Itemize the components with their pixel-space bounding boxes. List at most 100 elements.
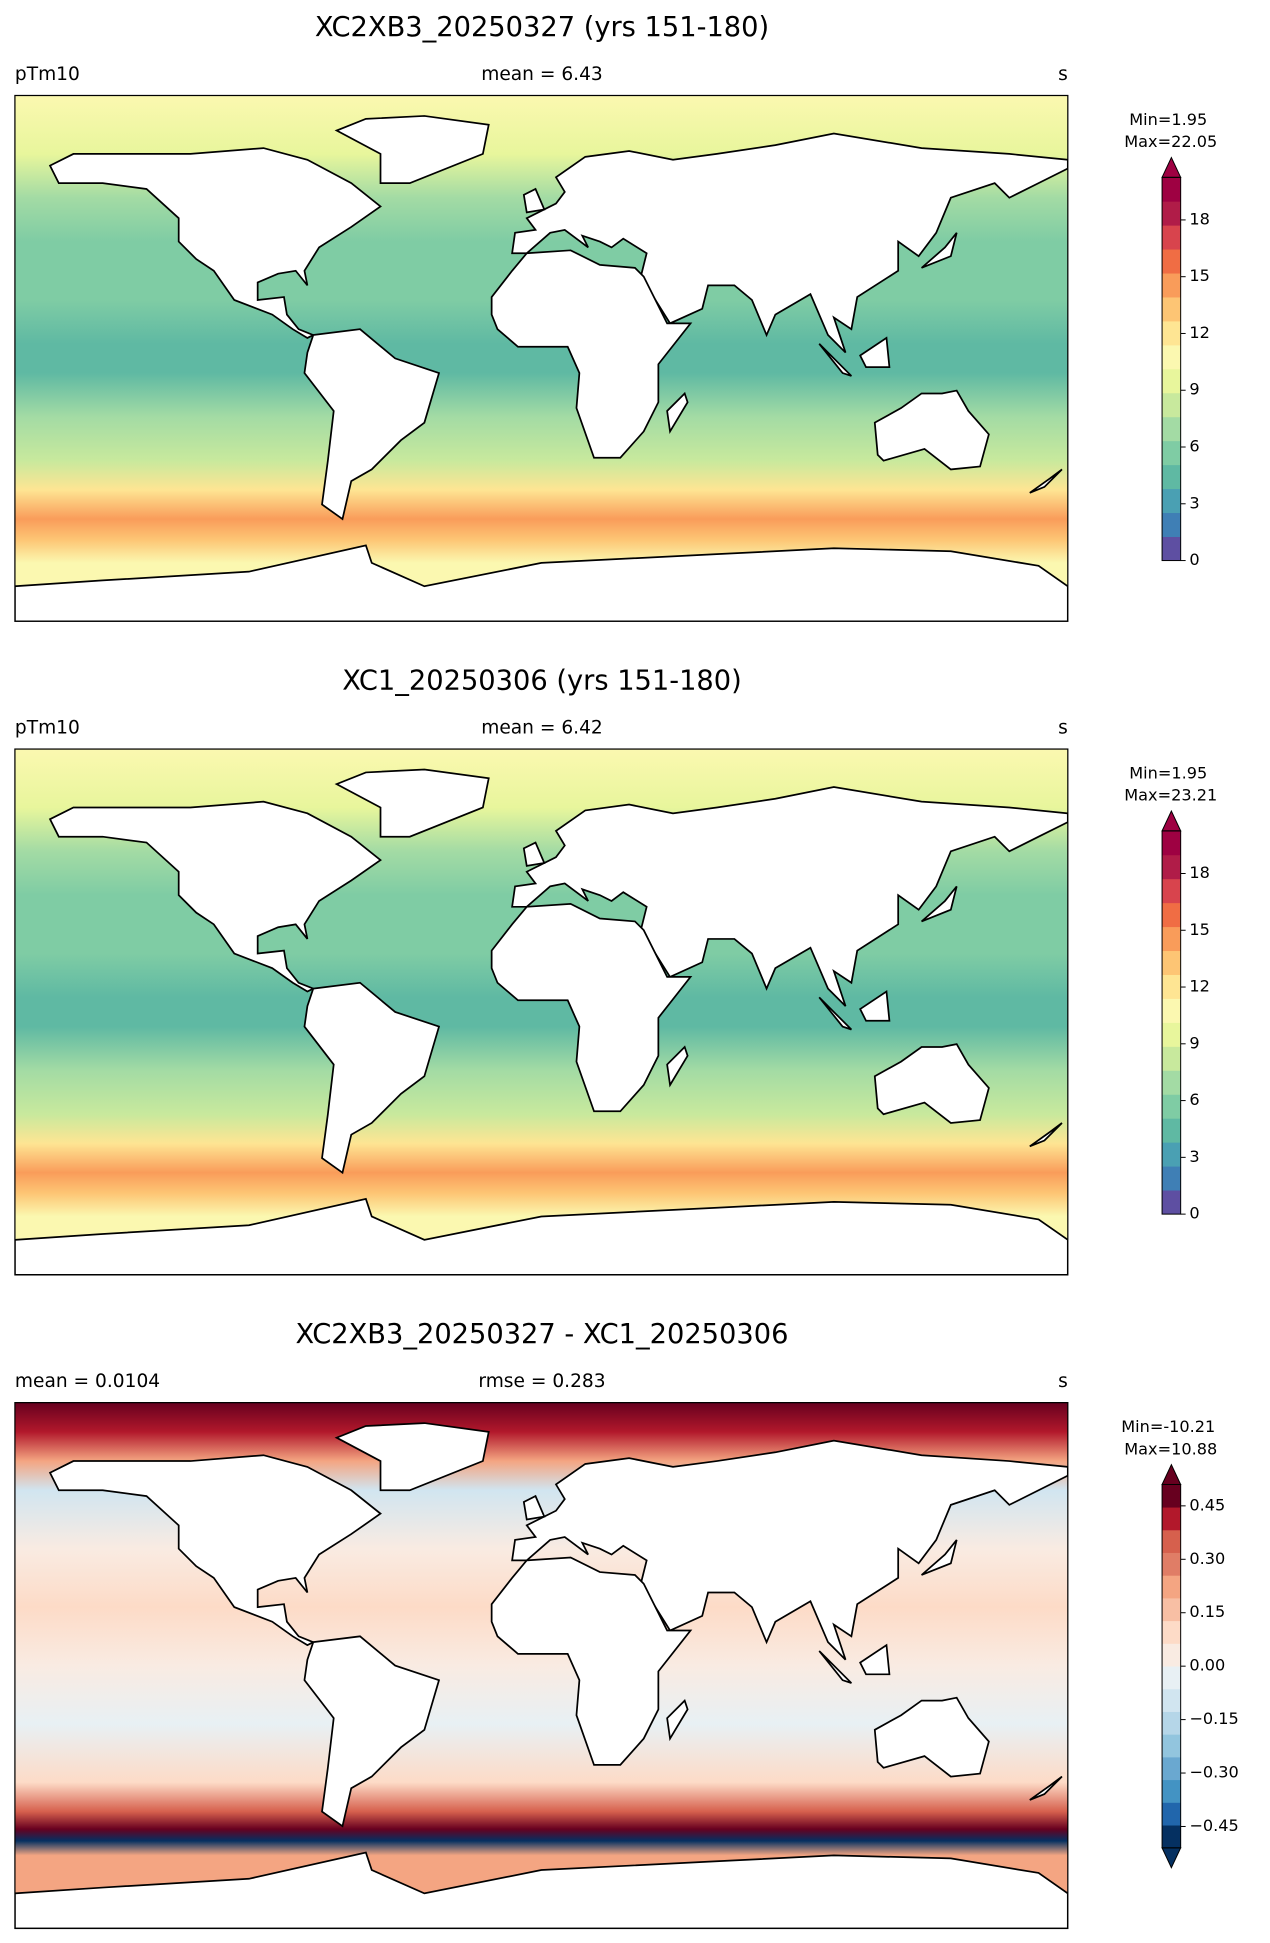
colorbar-band <box>1162 1166 1181 1191</box>
colorbar-tick-label: 6 <box>1189 437 1199 456</box>
center-label: rmse = 0.283 <box>478 1371 605 1392</box>
colorbar-band <box>1162 998 1181 1023</box>
colorbar-frame <box>1161 830 1182 1215</box>
land <box>303 981 441 1175</box>
land <box>859 990 891 1022</box>
colorbar-band <box>1162 1802 1181 1826</box>
colorbar-band <box>1162 273 1181 298</box>
land <box>334 1422 490 1492</box>
colorbar-extend <box>1161 809 1182 832</box>
land <box>1029 1775 1063 1801</box>
land <box>303 1635 441 1828</box>
colorbar-band <box>1162 1094 1181 1119</box>
colorbar-band <box>1162 225 1181 250</box>
land <box>511 786 1068 1007</box>
colorbar-tick-label: 3 <box>1189 493 1199 512</box>
colorbar-tick-label: 0 <box>1189 550 1199 569</box>
colorbar-tick-label: 9 <box>1189 1033 1199 1052</box>
colorbar-tick-label: 6 <box>1189 1090 1199 1109</box>
colorbar-band <box>1162 1779 1181 1803</box>
colorbar-band <box>1162 392 1181 418</box>
colorbar-band <box>1162 321 1181 346</box>
land <box>14 1197 1068 1275</box>
colorbar-band <box>1162 440 1181 466</box>
land <box>14 1851 1068 1929</box>
colorbar-tick-label: −0.15 <box>1189 1709 1238 1728</box>
colorbar-band <box>1162 464 1181 490</box>
land <box>666 391 689 434</box>
colorbar-band <box>1162 416 1181 442</box>
colorbar-band <box>1162 368 1181 394</box>
colorbar-band <box>1162 1643 1181 1667</box>
units-label: s <box>1058 717 1068 738</box>
colorbar-tick-label: 0.15 <box>1189 1602 1225 1621</box>
colorbar-band <box>1162 1070 1181 1095</box>
colorbar-tick-label: 0.30 <box>1189 1549 1225 1568</box>
left-label: pTm10 <box>15 64 80 85</box>
colorbar-band <box>1162 344 1181 370</box>
land <box>873 389 990 471</box>
max-label: Max=23.21 <box>1124 786 1217 805</box>
colorbar-tick-label: 0.45 <box>1189 1495 1225 1514</box>
map <box>14 1402 1068 1929</box>
land <box>334 768 490 838</box>
colorbar-band <box>1162 1022 1181 1047</box>
colorbar-band <box>1162 201 1181 226</box>
colorbar-tick-label: 9 <box>1189 380 1199 399</box>
land <box>873 1696 990 1778</box>
colorbar-band <box>1162 926 1181 952</box>
colorbar-band <box>1162 488 1181 514</box>
map-frame <box>14 94 1069 622</box>
land <box>511 132 1068 354</box>
colorbar-frame <box>1161 176 1182 562</box>
map <box>14 749 1068 1275</box>
colorbar-band <box>1162 830 1181 856</box>
land <box>818 1650 853 1684</box>
land <box>522 1494 546 1521</box>
colorbar-band <box>1162 1734 1181 1758</box>
land <box>859 336 891 369</box>
map-frame <box>14 748 1069 1276</box>
colorbar-band <box>1162 974 1181 999</box>
land <box>48 1454 382 1647</box>
units-label: s <box>1058 1371 1068 1392</box>
panel-title: XC2XB3_20250327 (yrs 151-180) <box>315 12 769 43</box>
min-label: Min=1.95 <box>1129 110 1207 129</box>
colorbar-band <box>1162 1142 1181 1167</box>
colorbar-band <box>1162 1190 1181 1215</box>
max-label: Max=22.05 <box>1124 132 1217 151</box>
land <box>818 996 853 1031</box>
colorbar-band <box>1162 1825 1181 1849</box>
land <box>490 249 693 459</box>
colorbar-band <box>1162 249 1181 274</box>
center-label: mean = 6.43 <box>481 64 603 85</box>
land <box>1029 468 1063 494</box>
center-label: mean = 6.42 <box>481 717 603 738</box>
land <box>334 115 490 184</box>
land <box>666 1045 689 1088</box>
colorbar-tick-label: 15 <box>1189 920 1210 939</box>
colorbar-tick-label: 15 <box>1189 266 1210 285</box>
colorbar-extend <box>1161 1463 1182 1485</box>
colorbar-band <box>1162 1507 1181 1531</box>
colorbar-tick-label: −0.30 <box>1189 1763 1238 1782</box>
land <box>14 544 1068 622</box>
panel-title: XC1_20250306 (yrs 151-180) <box>342 666 742 697</box>
map <box>14 95 1068 622</box>
land <box>511 1439 1068 1661</box>
panel-title: XC2XB3_20250327 - XC1_20250306 <box>296 1319 789 1350</box>
colorbar-band <box>1162 1529 1181 1553</box>
land <box>666 1698 689 1742</box>
colorbar-band <box>1162 950 1181 975</box>
colorbar-band <box>1162 1666 1181 1690</box>
colorbar-band <box>1162 1484 1181 1508</box>
colorbar-tick-label: 0 <box>1189 1204 1199 1223</box>
land <box>48 147 382 339</box>
colorbar-band <box>1162 177 1181 202</box>
land <box>490 1556 693 1766</box>
left-label: mean = 0.0104 <box>15 1371 160 1392</box>
land <box>921 232 958 269</box>
units-label: s <box>1058 64 1068 85</box>
land <box>522 841 546 867</box>
